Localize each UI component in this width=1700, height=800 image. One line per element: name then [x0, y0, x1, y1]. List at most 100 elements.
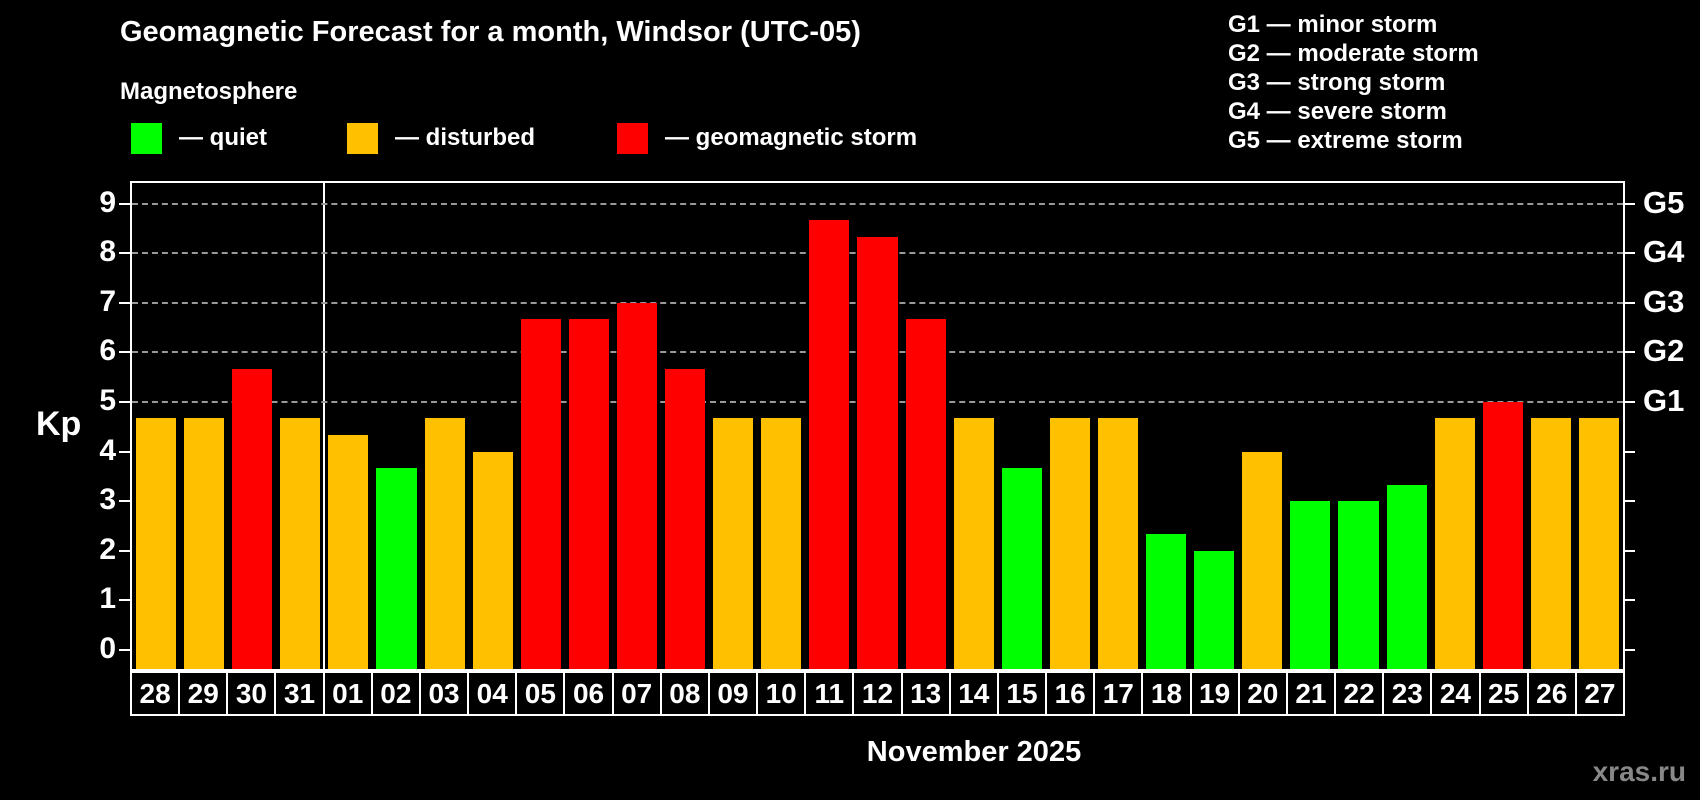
day-label-19: 19: [1191, 673, 1238, 714]
day-label-27: 27: [1576, 673, 1623, 714]
left-tick-4: [119, 450, 131, 453]
legend-item-disturbed: — disturbed: [347, 121, 535, 155]
storm-color-swatch: [617, 122, 648, 154]
day-label-10: 10: [758, 673, 805, 714]
kp-bar-day-13: [905, 319, 946, 669]
day-label-20: 20: [1239, 673, 1286, 714]
g-scale-label-G4: G4: [1643, 234, 1685, 270]
kp-bar-day-29: [184, 418, 225, 669]
day-label-25: 25: [1480, 673, 1527, 714]
kp-bar-day-08: [665, 368, 706, 669]
day-label-24: 24: [1432, 673, 1479, 714]
y-tick-label-4: 4: [99, 433, 116, 467]
left-tick-1: [119, 599, 131, 602]
storm-label: — geomagnetic storm: [665, 124, 918, 151]
day-label-11: 11: [806, 673, 853, 714]
day-label-26: 26: [1528, 673, 1575, 714]
right-tick-7: [1623, 301, 1635, 304]
kp-bar-day-25: [1482, 402, 1523, 669]
day-label-06: 06: [565, 673, 612, 714]
day-label-14: 14: [950, 673, 997, 714]
kp-bar-day-11: [809, 219, 850, 669]
kp-bar-day-20: [1242, 451, 1283, 669]
day-label-30: 30: [228, 673, 275, 714]
gridline-kp-9: [132, 202, 1623, 205]
quiet-color-swatch: [131, 122, 162, 154]
quiet-label: — quiet: [179, 124, 267, 151]
kp-bar-day-06: [568, 319, 609, 669]
g-scale-label-G5: G5: [1643, 184, 1685, 220]
day-label-16: 16: [1047, 673, 1094, 714]
day-label-02: 02: [372, 673, 419, 714]
day-label-15: 15: [998, 673, 1046, 714]
day-label-03: 03: [420, 673, 468, 714]
kp-bar-day-04: [472, 451, 513, 669]
kp-bar-day-28: [136, 418, 177, 669]
kp-bar-day-17: [1097, 418, 1139, 669]
kp-bar-day-10: [761, 418, 802, 669]
day-label-18: 18: [1143, 673, 1190, 714]
kp-bar-day-31: [280, 418, 321, 669]
kp-bar-day-05: [520, 319, 561, 669]
month-separator-line: [323, 183, 326, 669]
day-label-13: 13: [902, 673, 949, 714]
right-tick-1: [1623, 599, 1635, 602]
day-label-23: 23: [1384, 673, 1431, 714]
right-tick-6: [1623, 351, 1635, 354]
x-axis-day-labels: 28 29 30 31 01 02 03 04 05 06 07 08 09 10 11 12 13 14 15 16…: [130, 671, 1625, 716]
kp-bar-day-19: [1194, 550, 1235, 669]
kp-bar-day-18: [1146, 534, 1187, 669]
kp-bar-day-07: [616, 302, 658, 669]
kp-bar-day-24: [1434, 418, 1475, 669]
x-axis-month-title: November 2025: [866, 736, 1082, 768]
y-tick-label-9: 9: [99, 185, 116, 219]
kp-bar-day-14: [953, 418, 994, 669]
legend-item-storm: — geomagnetic storm: [617, 121, 917, 155]
left-tick-7: [119, 301, 131, 304]
kp-bar-day-22: [1338, 501, 1379, 669]
magnetosphere-label: Magnetosphere: [120, 78, 298, 105]
y-tick-label-8: 8: [99, 235, 116, 269]
y-axis-label-kp: Kp: [36, 405, 82, 443]
kp-bar-day-26: [1530, 418, 1571, 669]
disturbed-label: — disturbed: [395, 124, 536, 151]
kp-bar-day-03: [424, 418, 465, 669]
left-tick-9: [119, 202, 131, 205]
day-label-01: 01: [324, 673, 371, 714]
kp-bar-day-16: [1049, 418, 1090, 669]
right-tick-0: [1623, 649, 1635, 651]
right-tick-8: [1623, 252, 1635, 255]
day-label-12: 12: [854, 673, 901, 714]
kp-bar-day-09: [713, 418, 754, 669]
storm-scale-legend: G1 — minor storm G2 — moderate storm G3 …: [1228, 11, 1479, 154]
kp-bar-day-15: [1001, 467, 1042, 669]
left-tick-0: [119, 649, 131, 651]
kp-bar-day-27: [1578, 418, 1619, 669]
g-scale-label-G2: G2: [1643, 333, 1685, 369]
y-tick-label-1: 1: [99, 582, 116, 616]
day-label-17: 17: [1095, 673, 1142, 714]
kp-bar-day-23: [1386, 484, 1427, 669]
day-label-08: 08: [661, 673, 708, 714]
y-tick-label-5: 5: [99, 384, 116, 417]
y-tick-label-0: 0: [99, 632, 116, 665]
day-label-05: 05: [517, 673, 564, 714]
y-tick-label-2: 2: [99, 532, 116, 566]
g-scale-label-G1: G1: [1643, 383, 1685, 418]
day-label-22: 22: [1336, 673, 1383, 714]
left-tick-8: [119, 252, 131, 255]
kp-bar-day-12: [857, 236, 898, 669]
left-tick-2: [119, 549, 131, 552]
kp-bar-day-02: [376, 467, 417, 669]
right-tick-5: [1623, 401, 1635, 403]
right-tick-9: [1623, 202, 1635, 205]
y-tick-label-3: 3: [99, 483, 116, 517]
right-tick-2: [1623, 549, 1635, 552]
watermark-xras: xras.ru: [1592, 756, 1686, 787]
day-label-31: 31: [276, 673, 323, 714]
day-label-29: 29: [180, 673, 227, 714]
disturbed-color-swatch: [347, 122, 378, 154]
day-label-04: 04: [469, 673, 516, 714]
left-tick-6: [119, 351, 131, 354]
g-scale-label-G3: G3: [1643, 283, 1685, 319]
